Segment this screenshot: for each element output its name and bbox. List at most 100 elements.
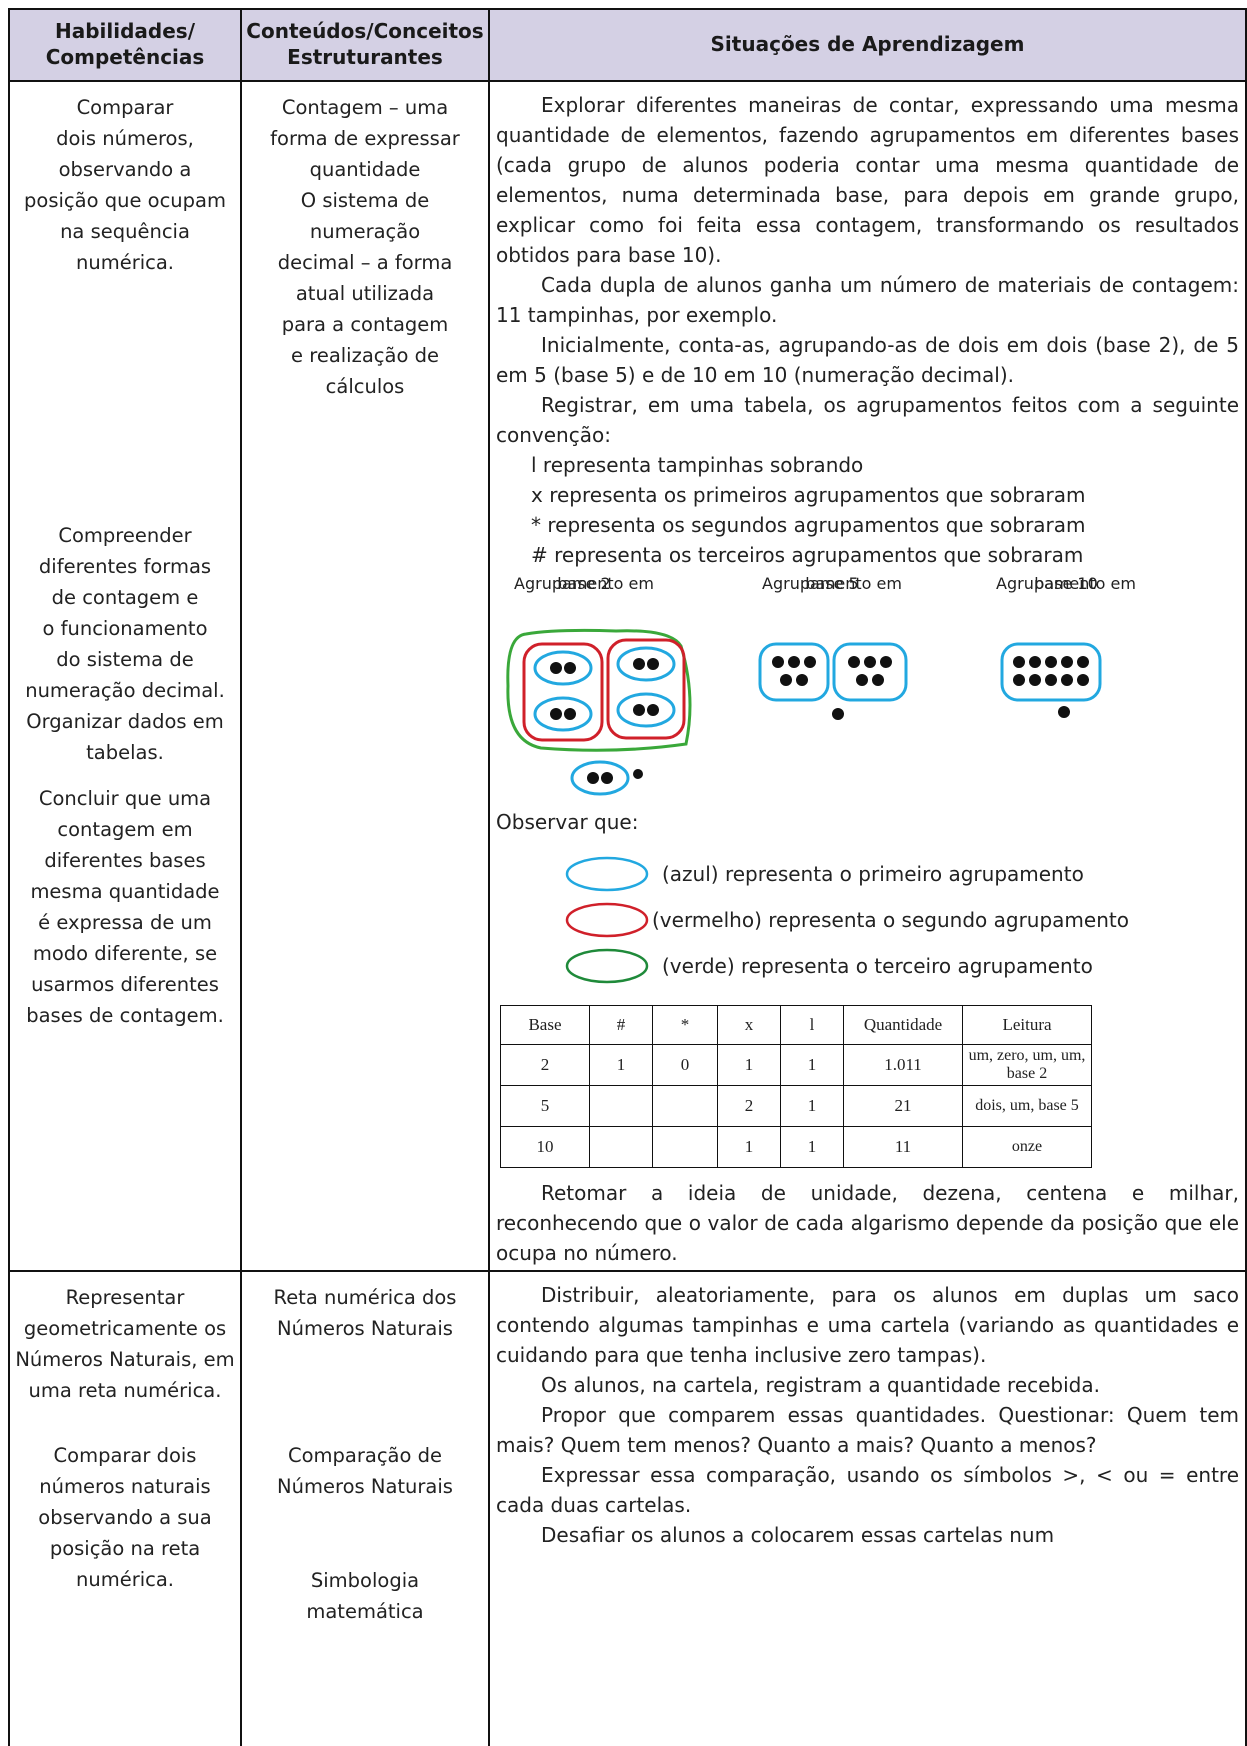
table-cell: 5	[500, 1085, 590, 1127]
figure-shape	[533, 696, 593, 732]
figure-shape	[880, 656, 892, 668]
figure-shape	[606, 638, 686, 740]
legend-swatch	[565, 902, 649, 938]
content-block: Reta numérica dos Números Naturais	[242, 1282, 488, 1344]
content-line: para a contagem	[281, 313, 449, 336]
skill-line: diferentes bases	[44, 849, 206, 872]
figure-shape	[1013, 674, 1025, 686]
content-line: Comparação de	[287, 1444, 442, 1467]
table-cell: 0	[652, 1044, 718, 1086]
border	[240, 8, 242, 1746]
paragraph: Cada dupla de alunos ganha um número de …	[496, 273, 1239, 327]
table-cell: 1.011	[843, 1044, 963, 1086]
situations: Distribuir, aleatoriamente, para os alun…	[490, 1280, 1245, 1550]
legend-item: (azul) representa o primeiro agrupamento	[496, 851, 1239, 897]
figure-label-line: Agrupamento em	[762, 574, 902, 593]
skill-line: números naturais	[39, 1475, 211, 1498]
skill-line: contagem em	[57, 818, 193, 841]
table-header-cell: Leitura	[962, 1005, 1092, 1045]
figure-shape	[587, 772, 599, 784]
content-block: Comparação de Números Naturais	[242, 1440, 488, 1502]
figure-shape	[1061, 656, 1073, 668]
header-text: Estruturantes	[287, 45, 443, 69]
content-line: Contagem – uma	[281, 96, 449, 119]
content-line: Simbologia	[310, 1569, 420, 1592]
content-block: Contagem – uma forma de expressar quantida…	[242, 92, 488, 185]
skill-line: numeração decimal.	[25, 679, 225, 702]
table-cell: 10	[500, 1126, 590, 1168]
table-cell: dois, um, base 5	[962, 1085, 1092, 1127]
content-line: numeração	[309, 220, 421, 243]
figure-label-line: base 5	[805, 574, 859, 593]
legend-swatch	[565, 856, 649, 892]
figure-shape	[780, 674, 792, 686]
table-cell: 11	[843, 1126, 963, 1168]
legend-text: (azul) representa o primeiro agrupamento	[662, 862, 1084, 886]
content-line: matemática	[306, 1600, 424, 1623]
content-line: atual utilizada	[295, 282, 435, 305]
legend-ellipse	[565, 902, 649, 938]
figure-shape	[1029, 656, 1041, 668]
content-line: Números Naturais	[277, 1475, 453, 1498]
figure-label-line: Agrupamento em	[996, 574, 1136, 593]
figure-shape	[832, 708, 844, 720]
header-cell: Habilidades/Competências	[10, 8, 240, 80]
table-cell: 1	[780, 1085, 844, 1127]
figure-shape	[616, 646, 676, 682]
skill-line: do sistema de	[56, 648, 194, 671]
figure-labels: Agrupamento em base 2 Agrupamento em base 5…	[496, 570, 1239, 626]
skill-line: modo diferente, se	[32, 942, 218, 965]
figure-shape	[506, 628, 692, 752]
content-line: cálculos	[325, 375, 405, 398]
skill-line: tabelas.	[86, 741, 164, 764]
header-cell: Situações de Aprendizagem	[490, 8, 1245, 80]
skill-block: Comparar dois números, observando a posição…	[10, 92, 240, 278]
paragraph: Expressar essa comparação, usando os sím…	[496, 1463, 1239, 1517]
figure-shape	[1000, 642, 1102, 702]
figure-shape	[550, 708, 562, 720]
figure-shape	[601, 772, 613, 784]
header-text: Habilidades/	[54, 19, 196, 43]
convention: # representa os terceiros agrupamentos q…	[531, 543, 1084, 567]
table-cell: 2	[500, 1044, 590, 1086]
figure-shape	[1077, 674, 1089, 686]
table-header-cell: l	[780, 1005, 844, 1045]
paragraph: Distribuir, aleatoriamente, para os alun…	[496, 1283, 1239, 1367]
table-header-cell: x	[717, 1005, 781, 1045]
table-cell	[652, 1085, 718, 1127]
figure-label-line: Agrupamento em	[514, 574, 654, 593]
paragraph: Inicialmente, conta-as, agrupando-as de …	[496, 333, 1239, 387]
figure-shape	[633, 704, 645, 716]
legend-ellipse	[565, 856, 649, 892]
grouping-figure	[506, 628, 1102, 796]
grouping-table: Base # * x l Quantidade Leitura 2 1 0 1 1 1.011 um, z…	[500, 1005, 1092, 1168]
skill-line: Números Naturais, em	[15, 1348, 235, 1371]
legend-swatch	[565, 948, 649, 984]
skill-line: Organizar dados em	[26, 710, 224, 733]
header-cell: Conteúdos/Conceitos Estruturantes	[242, 8, 488, 80]
table-cell: 1	[717, 1126, 781, 1168]
content-line: forma de expressar	[270, 127, 460, 150]
figure-shape	[832, 642, 908, 702]
legend-item: (verde) representa o terceiro agrupament…	[496, 943, 1239, 989]
paragraph: Explorar diferentes maneiras de contar, …	[496, 93, 1239, 267]
table-row: 5 2 1 21 dois, um, base 5	[500, 1085, 1092, 1127]
skill-line: mesma quantidade	[30, 880, 220, 903]
figure-shape	[804, 656, 816, 668]
content-line: Números Naturais	[277, 1317, 453, 1340]
figure-shape	[788, 656, 800, 668]
table-cell	[589, 1126, 653, 1168]
skill-line: é expressa de um	[38, 911, 212, 934]
figure-shape	[848, 656, 860, 668]
figure-label-line: base 2	[557, 574, 611, 593]
figure-shape	[633, 769, 643, 779]
skill-line: numérica.	[75, 1568, 174, 1591]
skill-line: dois números,	[56, 127, 194, 150]
figure-shape	[1061, 674, 1073, 686]
figure-shape	[772, 656, 784, 668]
figure-shape	[1045, 656, 1057, 668]
legend-text: (vermelho) representa o segundo agrupame…	[652, 908, 1129, 932]
content-block: O sistema de numeração decimal – a forma at…	[242, 185, 488, 402]
skill-block: Concluir que uma contagem em diferentes ba…	[10, 783, 240, 1031]
